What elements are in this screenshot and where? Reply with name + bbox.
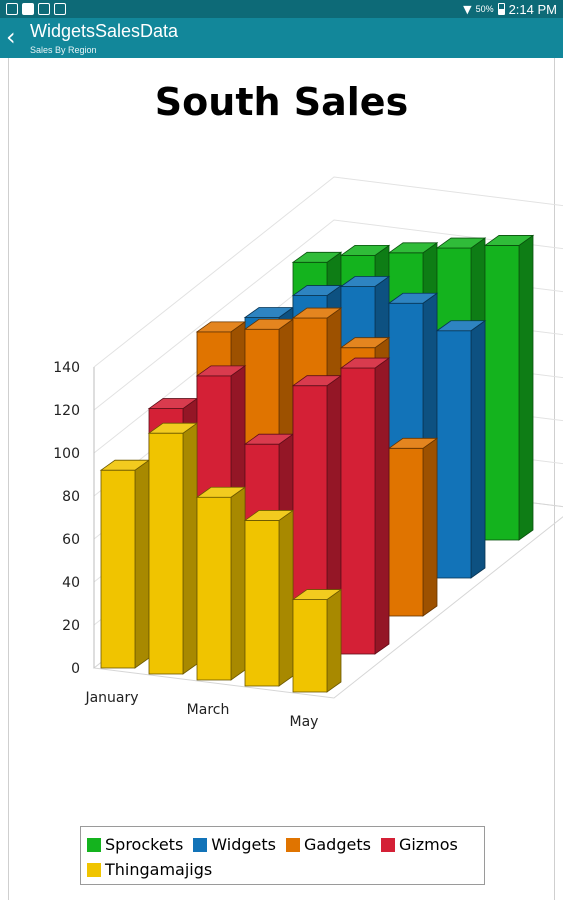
bar-top [195, 321, 247, 333]
legend-swatch [87, 862, 101, 877]
y-tick-label: 140 [53, 360, 80, 376]
bar-side [374, 357, 390, 655]
bar-top [387, 437, 439, 449]
bar-top [339, 276, 391, 287]
bar-front [196, 496, 232, 681]
x-tick-label: March [187, 702, 230, 718]
bar-side [230, 486, 246, 681]
status-bar: ▼ 50% 2:14 PM [0, 0, 563, 18]
bar-side [518, 234, 534, 541]
bar-top [339, 357, 391, 369]
bar [195, 486, 247, 681]
bar [147, 422, 199, 675]
legend-label: Sprockets [105, 835, 184, 854]
legend-swatch [193, 837, 208, 852]
bars [99, 234, 535, 693]
bar-top [387, 242, 439, 254]
bar-top [291, 589, 343, 600]
y-tick-label: 80 [62, 489, 80, 505]
clock: 2:14 PM [508, 1, 557, 17]
legend-label: Thingamajigs [105, 860, 213, 879]
status-right: ▼ 50% 2:14 PM [463, 2, 557, 17]
bar-top [339, 244, 391, 256]
bar-side [326, 588, 342, 693]
battery-icon [497, 3, 505, 15]
battery-percent: 50% [475, 4, 494, 14]
legend-swatch [87, 837, 101, 852]
video-notification-icon [22, 3, 34, 15]
bar [387, 437, 439, 617]
app-notification-icon [54, 3, 66, 15]
bar [483, 234, 535, 541]
bar-front [340, 367, 376, 655]
bar [243, 509, 295, 687]
y-tick-label: 0 [71, 661, 80, 677]
y-tick-label: 40 [62, 575, 80, 591]
google-plus-notification-icon [38, 3, 50, 15]
bar-top [483, 235, 535, 246]
bar-top [339, 337, 391, 349]
bar-top [291, 307, 343, 319]
back-arrow-icon[interactable]: ‹ [6, 23, 16, 51]
bar-front [436, 330, 472, 579]
bar-front [100, 469, 136, 669]
legend-label: Gizmos [398, 835, 458, 854]
app-title: WidgetsSalesData [30, 21, 179, 41]
bar-side [422, 437, 438, 617]
bar-top [435, 320, 487, 332]
legend-swatch [380, 837, 395, 852]
action-bar: ‹ WidgetsSalesData Sales By Region [0, 18, 563, 58]
legend-item: Gadgets [285, 832, 371, 857]
notification-icons [6, 3, 66, 15]
y-tick-label: 120 [53, 403, 80, 419]
bar-front [388, 447, 424, 617]
wifi-icon: ▼ [463, 2, 472, 16]
x-tick-label: May [290, 714, 319, 730]
chart-title: South Sales [154, 80, 409, 124]
bar-top [195, 365, 247, 377]
bar-top [195, 486, 247, 498]
bar-side [182, 422, 198, 675]
bar [339, 357, 391, 655]
x-tick-label: January [84, 690, 138, 706]
bar-top [147, 422, 199, 434]
legend-item: Thingamajigs [87, 857, 212, 882]
bar [99, 459, 151, 669]
y-tick-label: 100 [53, 446, 80, 462]
bar-front [244, 520, 280, 687]
legend-item: Sprockets [87, 832, 183, 857]
legend-label: Widgets [211, 835, 276, 854]
bar-front [292, 599, 328, 693]
bar-front [484, 245, 520, 541]
bar [435, 319, 487, 579]
legend-label: Gadgets [303, 835, 371, 854]
bar-side [134, 459, 150, 669]
bar-top [387, 292, 439, 304]
y-tick-label: 20 [62, 618, 80, 634]
bar [291, 588, 343, 693]
bar-top [291, 251, 343, 263]
bar-top [291, 285, 343, 296]
bar-top [435, 237, 487, 249]
legend-swatch [285, 837, 300, 852]
image-notification-icon [6, 3, 18, 15]
gridline [93, 176, 563, 368]
app-subtitle: Sales By Region [30, 45, 97, 55]
bar-front [148, 432, 184, 675]
legend-item: Gizmos [380, 832, 458, 857]
bar-top [243, 510, 295, 521]
y-tick-label: 60 [62, 532, 80, 548]
bar-side [470, 319, 486, 579]
chart-legend: Sprockets Widgets Gadgets Gizmos Thingamajig… [80, 826, 485, 885]
legend-item: Widgets [193, 832, 276, 857]
bar-side [278, 509, 294, 687]
